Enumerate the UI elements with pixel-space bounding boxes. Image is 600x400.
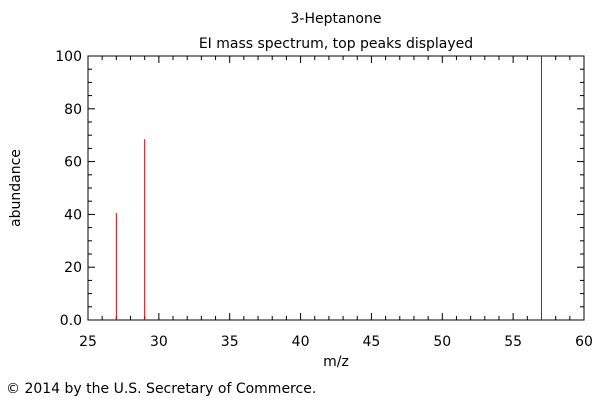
y-axis: 0.0 20 40 60 80 100 (55, 49, 584, 329)
x-axis-label: m/z (323, 354, 349, 370)
y-tick-label: 40 (64, 207, 82, 223)
x-tick-label: 40 (292, 334, 310, 350)
chart-subtitle: EI mass spectrum, top peaks displayed (199, 36, 473, 52)
y-tick-label: 100 (55, 49, 82, 65)
x-tick-label: 45 (363, 334, 381, 350)
x-tick-label: 25 (79, 334, 97, 350)
x-tick-label: 60 (575, 334, 593, 350)
copyright-notice: © 2014 by the U.S. Secretary of Commerce… (6, 381, 317, 397)
peaks-group (115, 56, 542, 320)
plot-frame (87, 55, 585, 321)
x-tick-label: 30 (150, 334, 168, 350)
x-tick-label: 50 (433, 334, 451, 350)
y-tick-label: 60 (64, 155, 82, 171)
y-tick-label: 80 (64, 102, 82, 118)
x-tick-label: 55 (504, 334, 522, 350)
x-axis: 25 30 35 40 45 50 55 60 (79, 56, 593, 350)
x-tick-label: 35 (221, 334, 239, 350)
y-axis-label: abundance (8, 149, 24, 227)
y-tick-label: 20 (64, 260, 82, 276)
y-tick-label: 0.0 (60, 313, 82, 329)
chart-title: 3-Heptanone (291, 11, 382, 27)
